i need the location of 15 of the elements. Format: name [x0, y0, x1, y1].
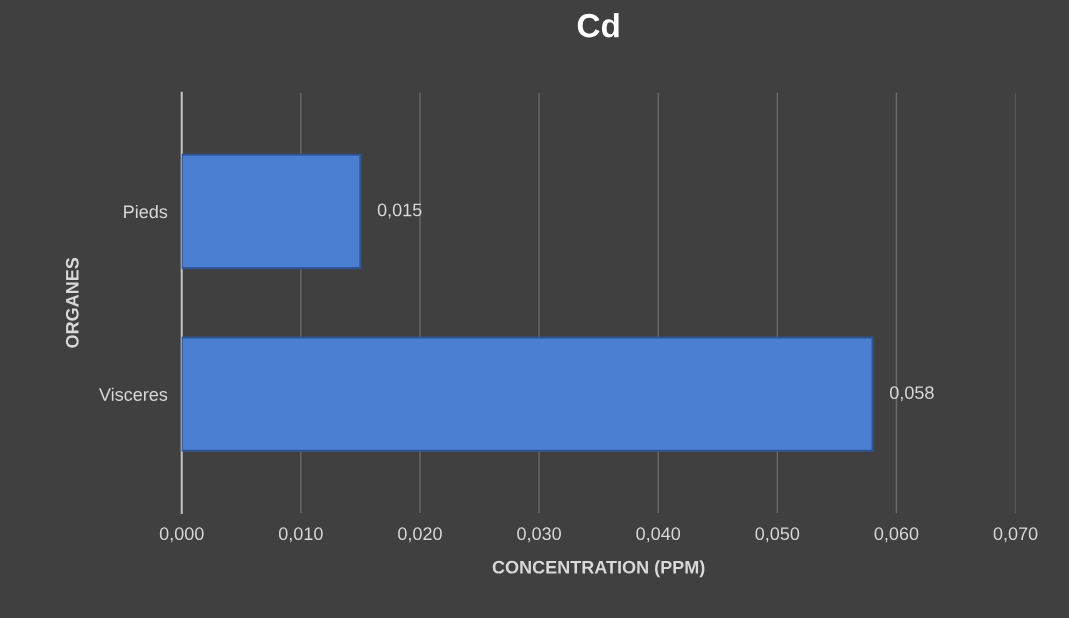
chart-title: Cd	[577, 12, 619, 38]
x-tick-label: 0,010	[278, 527, 323, 543]
data-label: 0,058	[889, 386, 934, 402]
x-tick-label: 0,000	[159, 527, 204, 543]
x-tick-label: 0,020	[398, 527, 442, 543]
x-tick-label: 0,050	[755, 527, 800, 543]
x-tick-label: 0,040	[636, 527, 681, 543]
x-axis-title: CONCENTRATION (PPM)	[492, 560, 705, 578]
data-label: 0,015	[377, 203, 422, 219]
y-tick-label: Visceres	[99, 387, 168, 401]
x-tick-label: 0,030	[517, 527, 561, 543]
y-axis-title: ORGANES	[65, 257, 79, 348]
y-tick-label: Pieds	[124, 204, 168, 219]
x-tick-label: 0,060	[874, 527, 919, 543]
x-tick-label: 0,070	[993, 527, 1038, 543]
